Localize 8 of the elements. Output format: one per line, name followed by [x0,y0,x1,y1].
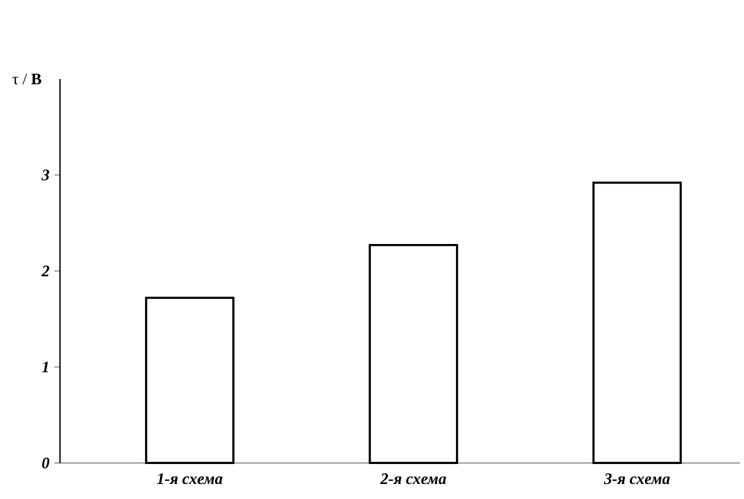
y-tick-label: 0 [42,458,50,468]
y-tick-label: 2 [41,266,50,276]
x-tick-label: 3-я схема [604,473,670,484]
y-axis-title: τ / В [12,74,42,84]
x-tick-label: 2-я схема [380,473,446,484]
y-tick-label: 1 [42,362,48,372]
x-tick-label: 1-я схема [157,473,222,484]
y-tick-label: 3 [41,170,50,180]
